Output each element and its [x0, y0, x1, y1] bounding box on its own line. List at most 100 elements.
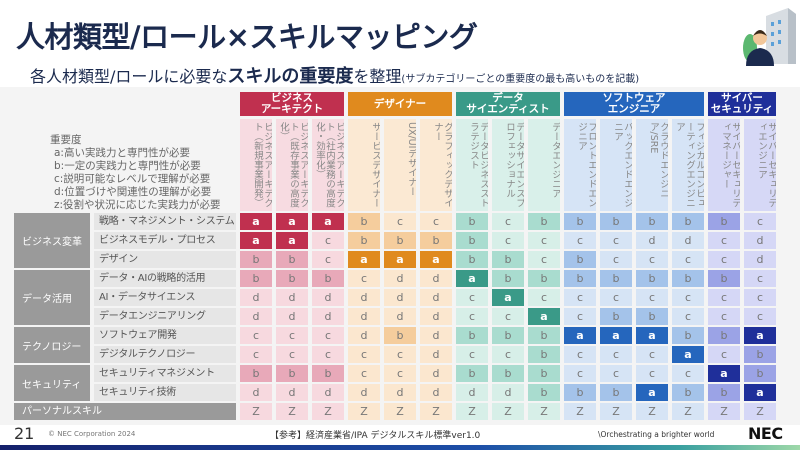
importance-cell: b	[276, 251, 308, 268]
importance-cell: d	[420, 270, 452, 287]
skill-subcategory: セキュリティマネジメント	[94, 365, 236, 382]
importance-cell: d	[312, 308, 344, 325]
importance-cell: d	[312, 289, 344, 306]
importance-cell: Z	[384, 403, 416, 420]
importance-cell: a	[600, 327, 632, 344]
skill-category: ビジネス変革	[14, 213, 90, 268]
importance-cell: c	[528, 251, 560, 268]
importance-cell: b	[708, 327, 740, 344]
importance-cell: c	[528, 232, 560, 249]
importance-cell: b	[672, 327, 704, 344]
role-group-header: デザイナー	[348, 92, 452, 116]
legend-item: z:役割や状況に応じた実践力が必要	[54, 199, 221, 211]
importance-cell: Z	[276, 403, 308, 420]
skill-subcategory: AI・データサイエンス	[94, 289, 236, 306]
importance-cell: c	[384, 213, 416, 230]
skill-subcategory: データ・AIの戦略的活用	[94, 270, 236, 287]
importance-cell: b	[708, 384, 740, 401]
importance-cell: d	[240, 384, 272, 401]
importance-cell: a	[276, 232, 308, 249]
importance-cell: c	[456, 289, 488, 306]
skill-subcategory: ソフトウェア開発	[94, 327, 236, 344]
legend-item: b:一定の実践力と専門性が必要	[54, 160, 201, 172]
tagline: \Orchestrating a brighter world	[598, 430, 715, 439]
importance-cell: c	[348, 365, 380, 382]
importance-cell: b	[492, 365, 524, 382]
importance-cell: c	[744, 213, 776, 230]
importance-cell: b	[636, 213, 668, 230]
importance-cell: a	[744, 384, 776, 401]
importance-cell: d	[240, 308, 272, 325]
importance-cell: c	[564, 289, 596, 306]
importance-cell: c	[312, 251, 344, 268]
importance-cell: b	[600, 213, 632, 230]
importance-cell: a	[672, 346, 704, 363]
importance-cell: d	[420, 308, 452, 325]
importance-cell: b	[348, 232, 380, 249]
importance-cell: b	[384, 232, 416, 249]
importance-cell: d	[456, 384, 488, 401]
importance-cell: c	[708, 346, 740, 363]
role-column-header: フロントエンドエンジニア	[564, 119, 596, 211]
importance-cell: Z	[600, 403, 632, 420]
importance-cell: Z	[636, 403, 668, 420]
importance-cell: c	[636, 251, 668, 268]
importance-cell: c	[744, 289, 776, 306]
importance-cell: c	[240, 346, 272, 363]
importance-cell: a	[276, 213, 308, 230]
importance-cell: a	[384, 251, 416, 268]
importance-cell: b	[708, 213, 740, 230]
importance-cell: d	[312, 384, 344, 401]
importance-cell: c	[312, 232, 344, 249]
importance-cell: c	[492, 232, 524, 249]
importance-cell: a	[636, 384, 668, 401]
role-column-header: クラウドエンジニア/SRE	[636, 119, 668, 211]
subtitle-text: 各人材類型/ロールに必要な	[30, 67, 228, 86]
legend-item: a:高い実践力と専門性が必要	[54, 147, 190, 159]
importance-cell: c	[492, 346, 524, 363]
importance-cell: d	[636, 232, 668, 249]
importance-cell: d	[420, 365, 452, 382]
importance-cell: a	[348, 251, 380, 268]
importance-cell: d	[420, 327, 452, 344]
importance-cell: c	[708, 308, 740, 325]
subtitle-emphasis: スキルの重要度	[227, 66, 354, 87]
role-group-header: サイバー セキュリティ	[708, 92, 776, 116]
importance-cell: c	[708, 289, 740, 306]
importance-cell: b	[744, 365, 776, 382]
footer-gradient-bar	[0, 445, 800, 450]
importance-cell: b	[492, 327, 524, 344]
importance-cell: b	[276, 270, 308, 287]
importance-cell: b	[528, 270, 560, 287]
role-group-header: ビジネス アーキテクト	[240, 92, 344, 116]
importance-cell: b	[276, 365, 308, 382]
importance-cell: a	[708, 365, 740, 382]
skill-subcategory: デザイン	[94, 251, 236, 268]
role-column-header: グラフィックデザイナー	[420, 119, 452, 211]
importance-cell: b	[528, 365, 560, 382]
importance-cell: c	[600, 232, 632, 249]
skill-subcategory: データエンジニアリング	[94, 308, 236, 325]
importance-cell: Z	[312, 403, 344, 420]
importance-cell: c	[384, 346, 416, 363]
role-column-header: サービスデザイナー	[348, 119, 380, 211]
reference-note: 【参考】経済産業省/IPA デジタルスキル標準ver1.0	[270, 431, 481, 441]
importance-cell: c	[600, 346, 632, 363]
importance-cell: b	[636, 308, 668, 325]
importance-cell: Z	[420, 403, 452, 420]
importance-cell: b	[492, 251, 524, 268]
importance-cell: b	[456, 327, 488, 344]
importance-cell: b	[528, 384, 560, 401]
importance-cell: c	[744, 308, 776, 325]
importance-cell: c	[600, 289, 632, 306]
role-column-header: ビジネスアーキテクト（社内業務の高度化・効率化）	[312, 119, 344, 211]
importance-cell: d	[348, 308, 380, 325]
importance-cell: d	[672, 232, 704, 249]
page-subtitle: 各人材類型/ロールに必要なスキルの重要度を整理(サブカテゴリーごとの重要度の最も…	[30, 62, 639, 88]
importance-cell: c	[420, 213, 452, 230]
importance-cell: c	[276, 327, 308, 344]
importance-cell: c	[564, 365, 596, 382]
skill-subcategory: 戦略・マネジメント・システム	[94, 213, 236, 230]
role-column-header: サイバーセキュリティマネージャー	[708, 119, 740, 211]
role-column-header: サイバーセキュリティエンジニア	[744, 119, 776, 211]
